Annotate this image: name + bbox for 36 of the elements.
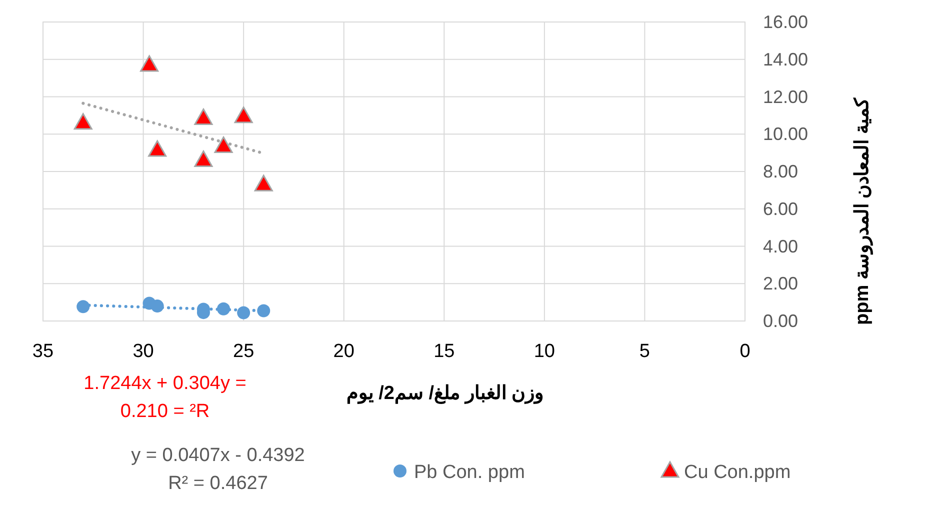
- point: [148, 140, 167, 157]
- y-tick-label: 0.00: [763, 311, 798, 331]
- x-tick-label: 5: [639, 341, 650, 362]
- text: y = 0.0407x - 0.4392 R² = 0.4627: [131, 445, 305, 494]
- y-tick-label: 16.00: [763, 12, 808, 32]
- y-axis-title: كمية المعادن المدروسة ppm: [852, 97, 873, 325]
- point: [140, 55, 159, 72]
- y-tick-label: 14.00: [763, 49, 808, 70]
- x-tick-label: 15: [434, 341, 455, 362]
- point: [254, 174, 273, 192]
- point: [74, 113, 92, 130]
- x-axis-title: وزن الغبار ملغ/ سم2/ يوم: [346, 383, 544, 404]
- point: [194, 150, 213, 168]
- y-tick-label: 12.00: [763, 86, 808, 107]
- y-tick-label: 4.00: [763, 236, 798, 256]
- point: [150, 300, 164, 313]
- y-tick-label: 8.00: [763, 162, 798, 182]
- x-tick-label: 30: [132, 341, 154, 362]
- point: [237, 306, 250, 320]
- point: [214, 136, 233, 154]
- legend-label: Cu Con.ppm: [684, 462, 791, 483]
- x-tick-label: 10: [534, 341, 555, 362]
- point: [217, 302, 230, 316]
- text: 1.7244x + 0.304y = 0.210 = ²R: [84, 373, 246, 422]
- y-tick-label: 10.00: [763, 124, 808, 144]
- y-tick-label: 2.00: [763, 274, 798, 294]
- x-tick-label: 20: [333, 341, 354, 362]
- point: [76, 300, 90, 314]
- point: [257, 304, 270, 318]
- y-tick-label: 6.00: [763, 198, 798, 219]
- x-tick-label: 25: [233, 341, 254, 362]
- x-tick-label: 0: [740, 341, 750, 362]
- point: [234, 106, 253, 124]
- point: [194, 108, 213, 125]
- legend-label: Pb Con. ppm: [414, 462, 525, 483]
- x-tick-label: 35: [32, 341, 54, 362]
